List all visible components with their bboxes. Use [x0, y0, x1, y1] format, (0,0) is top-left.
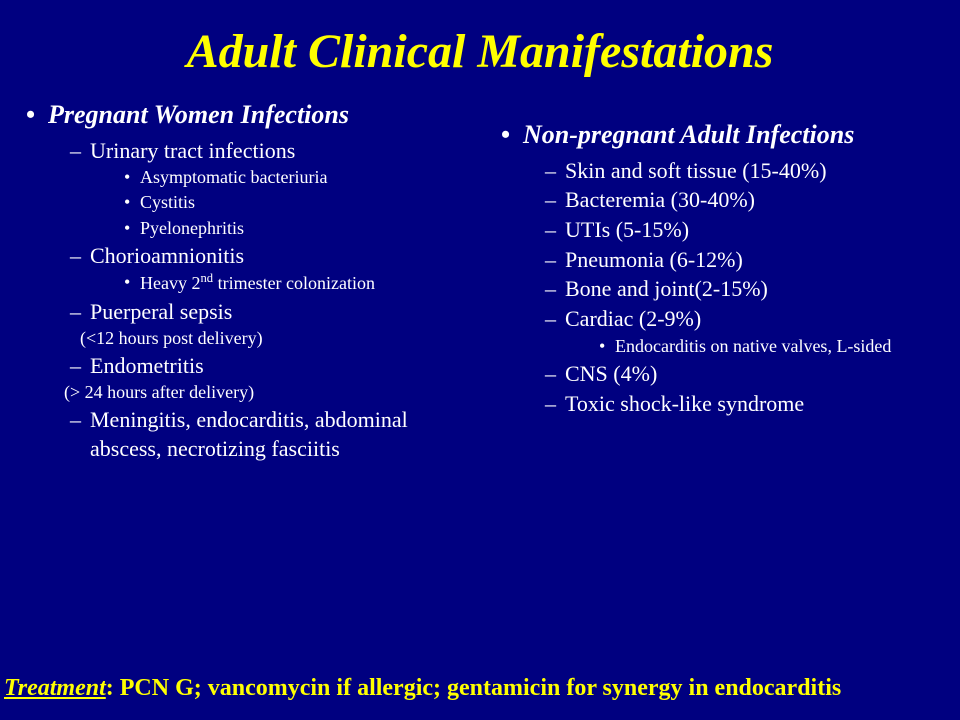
right-list: Non-pregnant Adult Infections Skin and s… — [495, 119, 950, 418]
left-uti-sub3: Pyelonephritis — [20, 216, 475, 241]
left-uti: Urinary tract infections — [20, 136, 475, 166]
columns: Pregnant Women Infections Urinary tract … — [0, 99, 960, 464]
right-column: Non-pregnant Adult Infections Skin and s… — [485, 99, 950, 464]
left-uti-sub1: Asymptomatic bacteriuria — [20, 165, 475, 190]
left-endometritis-note: (> 24 hours after delivery) — [20, 380, 475, 404]
left-list: Pregnant Women Infections Urinary tract … — [20, 99, 475, 464]
left-chorio-sub-post: trimester colonization — [213, 273, 375, 293]
left-chorio-sub-pre: Heavy 2 — [140, 273, 200, 293]
right-bact: Bacteremia (30-40%) — [495, 185, 950, 215]
treatment-label: Treatment — [4, 675, 106, 701]
slide-title: Adult Clinical Manifestations — [0, 24, 960, 79]
left-chorio: Chorioamnionitis — [20, 241, 475, 271]
right-bone: Bone and joint(2-15%) — [495, 274, 950, 304]
right-cardiac-sub: Endocarditis on native valves, L-sided — [495, 334, 950, 359]
left-puerperal: Puerperal sepsis — [20, 297, 475, 327]
right-pneu: Pneumonia (6-12%) — [495, 245, 950, 275]
left-uti-sub2: Cystitis — [20, 190, 475, 215]
slide: Adult Clinical Manifestations Pregnant W… — [0, 0, 960, 720]
treatment-text: : PCN G; vancomycin if allergic; gentami… — [106, 675, 841, 701]
right-toxic: Toxic shock-like syndrome — [495, 389, 950, 419]
right-header: Non-pregnant Adult Infections — [495, 119, 950, 152]
left-header: Pregnant Women Infections — [20, 99, 475, 132]
right-uti: UTIs (5-15%) — [495, 215, 950, 245]
left-chorio-sub: Heavy 2nd trimester colonization — [20, 270, 475, 296]
left-column: Pregnant Women Infections Urinary tract … — [20, 99, 485, 464]
left-puerperal-note: (<12 hours post delivery) — [20, 326, 475, 350]
left-endometritis: Endometritis — [20, 351, 475, 381]
left-chorio-sub-sup: nd — [200, 271, 213, 285]
right-cardiac: Cardiac (2-9%) — [495, 304, 950, 334]
left-other: Meningitis, endocarditis, abdominal absc… — [20, 405, 475, 464]
right-cns: CNS (4%) — [495, 359, 950, 389]
right-skin: Skin and soft tissue (15-40%) — [495, 156, 950, 186]
treatment-line: Treatment: PCN G; vancomycin if allergic… — [4, 675, 960, 702]
